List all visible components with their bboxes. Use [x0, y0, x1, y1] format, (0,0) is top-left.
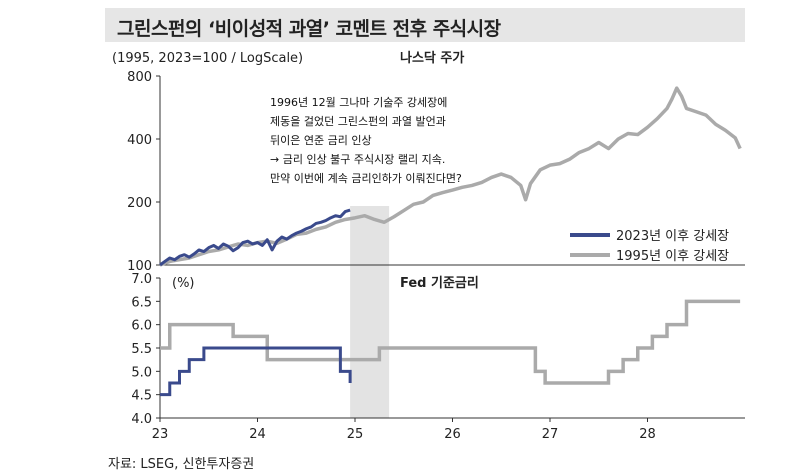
top-y-tick-label: 200 [127, 196, 152, 211]
top-y-tick-label: 100 [127, 259, 152, 274]
top-panel-title: 나스닥 주가 [400, 50, 464, 66]
legend-label: 1995년 이후 강세장 [616, 249, 729, 264]
bottom-y-tick-label: 7.0 [131, 272, 152, 287]
x-tick-label: 26 [444, 427, 461, 442]
title-bar: 그린스펀의 ‘비이성적 과열’ 코멘트 전후 주식시장 [105, 8, 745, 42]
top-y-tick-label: 800 [127, 70, 152, 85]
bottom-y-axis-label: (%) [172, 276, 195, 291]
highlight-band [350, 206, 390, 418]
x-tick-label: 23 [152, 427, 169, 442]
legend-label: 2023년 이후 강세장 [616, 229, 729, 244]
x-tick-label: 27 [542, 427, 559, 442]
annotation-line: 뒤이은 연준 금리 인상 [270, 134, 372, 147]
fed-rate-line-1995 [160, 299, 741, 385]
x-tick-label: 25 [347, 427, 364, 442]
series-line-1995 [159, 86, 742, 267]
source-note: 자료: LSEG, 신한투자증권 [108, 457, 255, 472]
bottom-y-tick-label: 4.0 [131, 412, 152, 427]
x-tick-label: 28 [639, 427, 656, 442]
x-tick-label: 24 [249, 427, 266, 442]
annotation-line: 1996년 12월 그나마 기술주 강세장에 [270, 96, 447, 109]
annotation-line: 제동을 걸었던 그린스펀의 과열 발언과 [270, 115, 446, 128]
fed-rate-line-2023 [160, 346, 352, 397]
page-title: 그린스펀의 ‘비이성적 과열’ 코멘트 전후 주식시장 [117, 18, 501, 40]
bottom-y-tick-label: 6.0 [131, 319, 152, 334]
bottom-y-tick-label: 4.5 [131, 389, 152, 404]
annotation-line: → 금리 인상 불구 주식시장 랠리 지속. [270, 153, 445, 166]
bottom-y-tick-label: 5.0 [131, 365, 152, 380]
annotation-line: 만약 이번에 계속 금리인하가 이뤄진다면? [270, 171, 462, 185]
bottom-panel-title: Fed 기준금리 [400, 275, 479, 291]
bottom-y-tick-label: 5.5 [131, 342, 152, 357]
series-line-2023 [159, 208, 351, 267]
bottom-y-tick-label: 6.5 [131, 295, 152, 310]
top-y-tick-label: 400 [127, 133, 152, 148]
top-y-axis-label: (1995, 2023=100 / LogScale) [112, 51, 303, 66]
